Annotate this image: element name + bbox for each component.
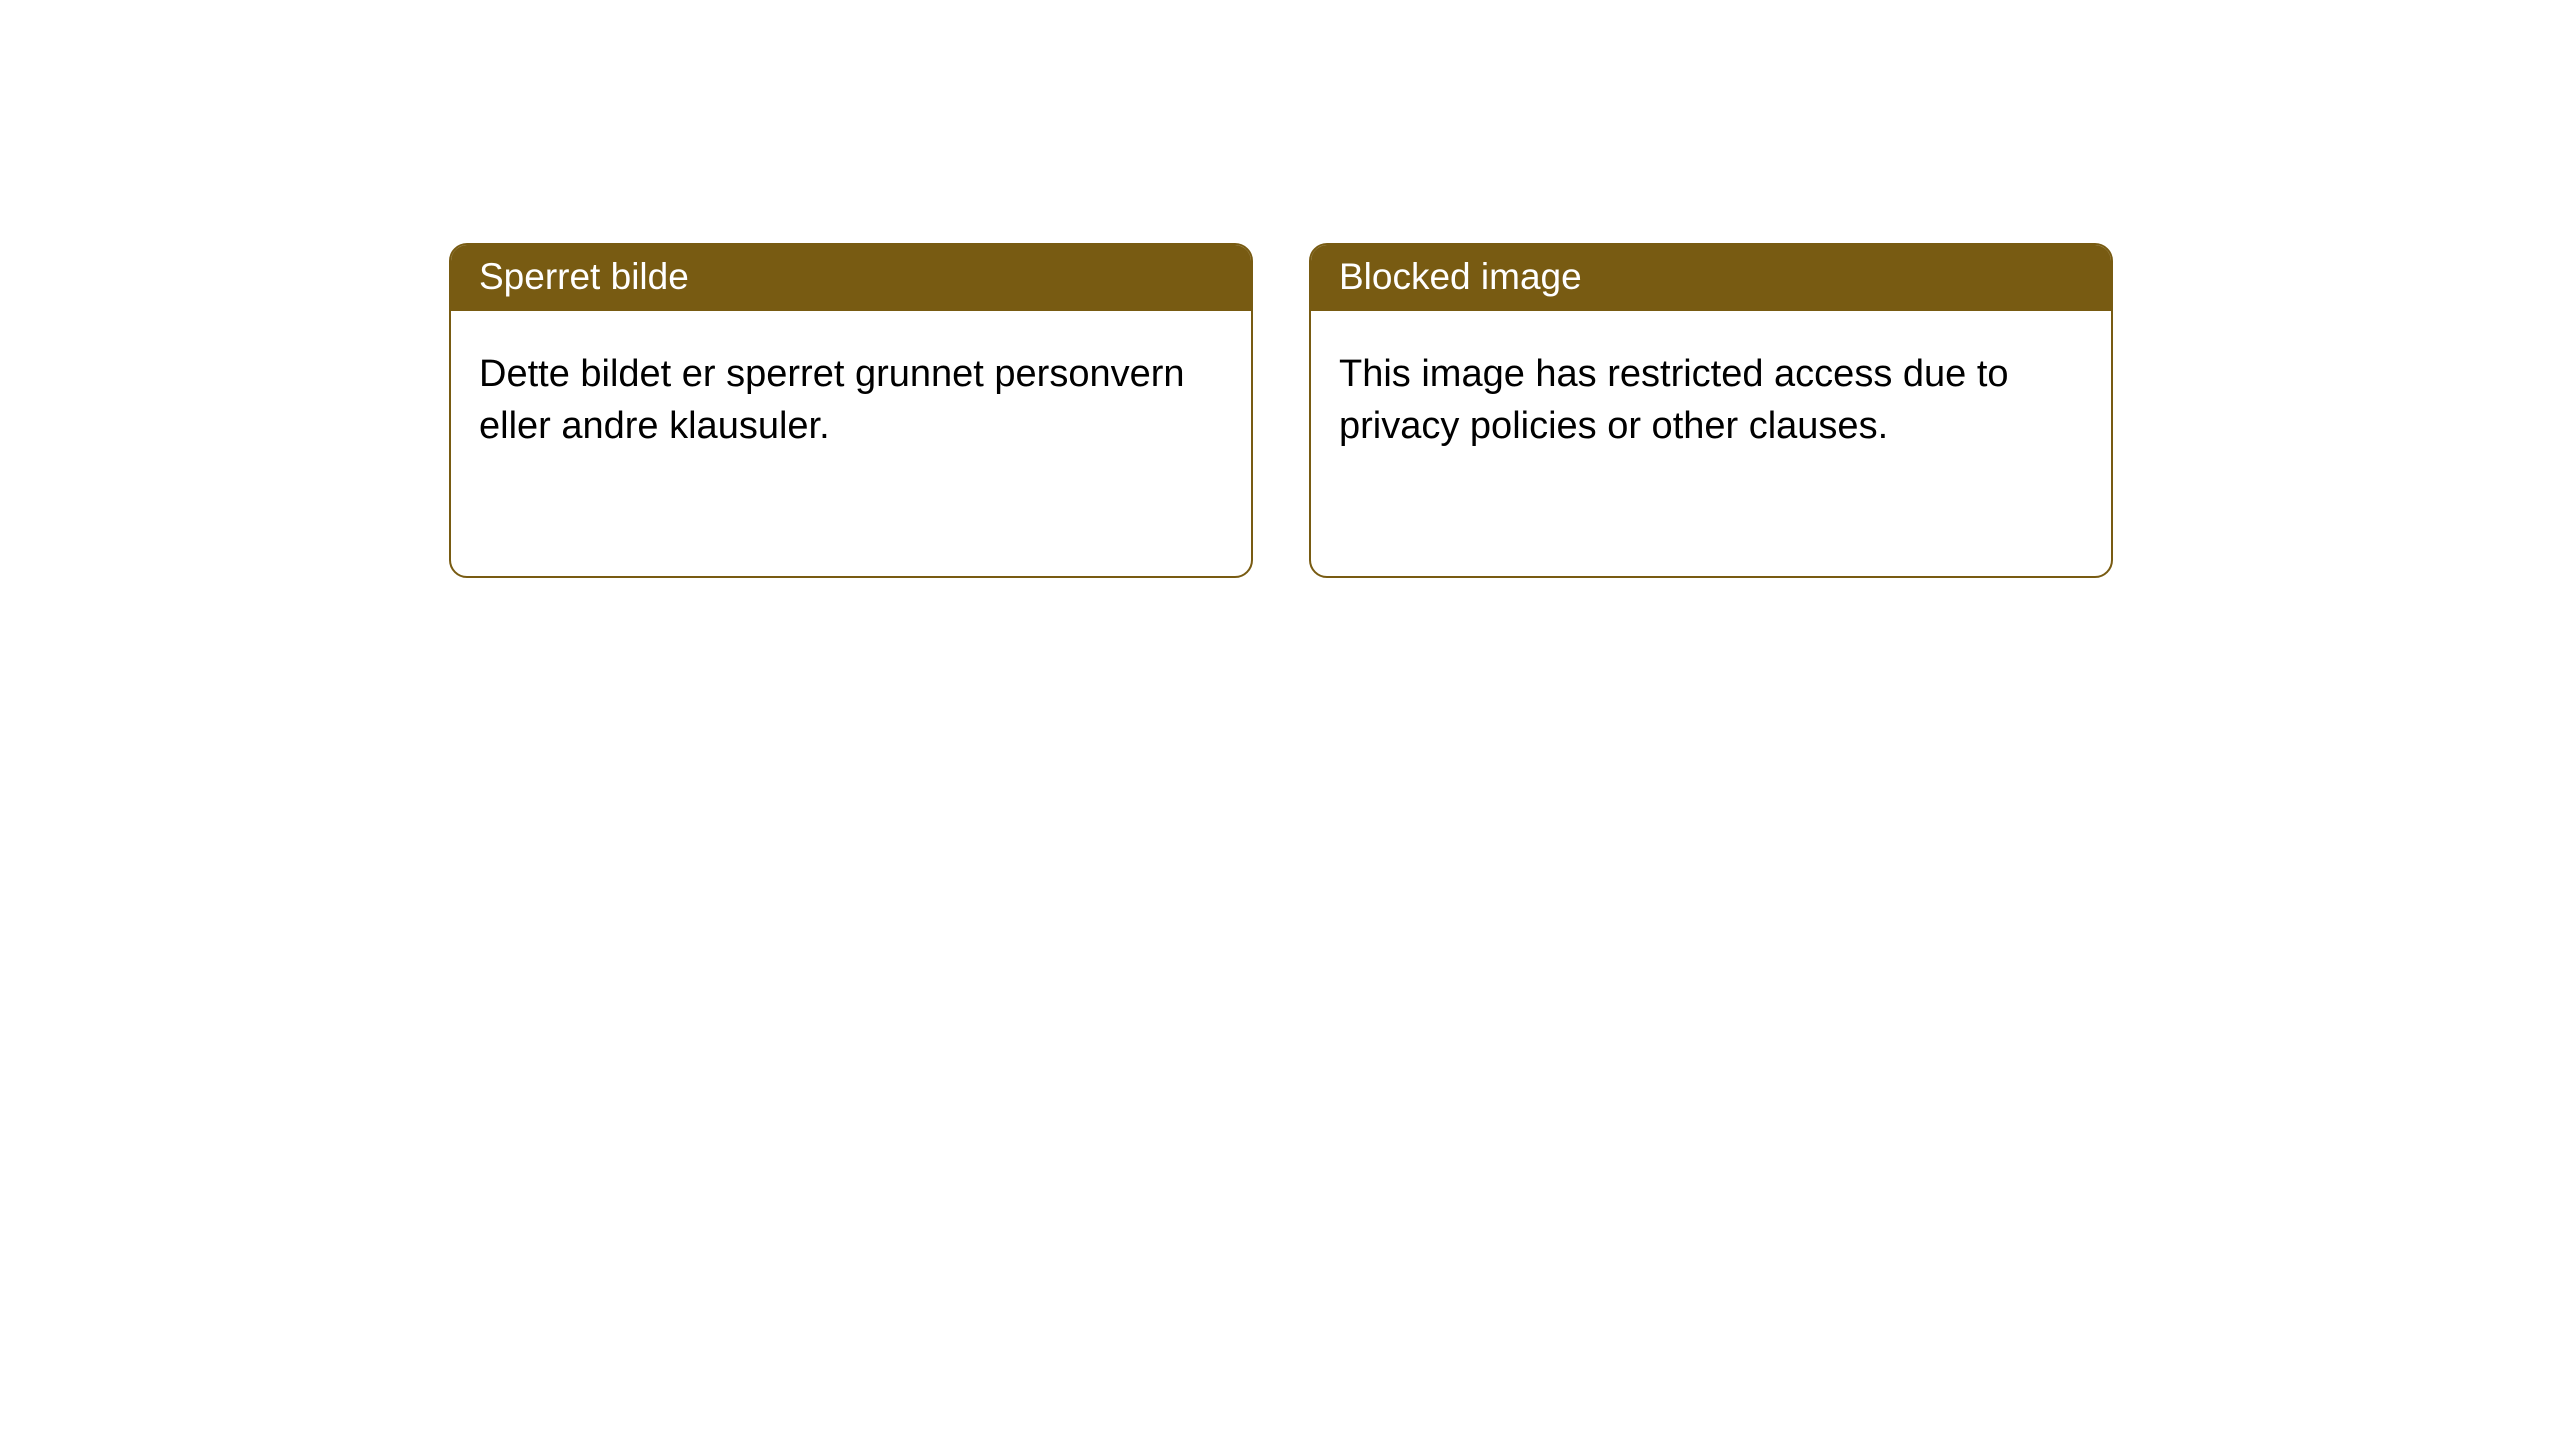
card-header: Sperret bilde xyxy=(451,245,1251,311)
card-body: This image has restricted access due to … xyxy=(1311,311,2111,490)
card-header: Blocked image xyxy=(1311,245,2111,311)
notice-card-norwegian: Sperret bilde Dette bildet er sperret gr… xyxy=(449,243,1253,578)
notice-card-english: Blocked image This image has restricted … xyxy=(1309,243,2113,578)
card-body: Dette bildet er sperret grunnet personve… xyxy=(451,311,1251,490)
notice-container: Sperret bilde Dette bildet er sperret gr… xyxy=(0,0,2560,578)
